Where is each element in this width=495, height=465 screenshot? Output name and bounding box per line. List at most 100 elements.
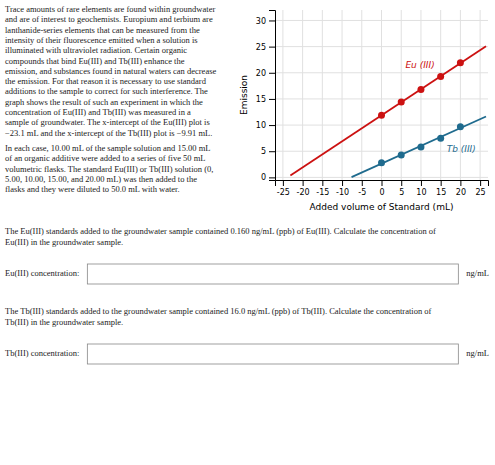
y-axis-tick-label: 30 <box>256 17 266 26</box>
grid-line-y <box>275 46 488 47</box>
paragraph-line: Trace amounts of rare elements are found… <box>5 4 215 14</box>
series-label: Tb (III) <box>447 144 476 154</box>
chart: -25 -20 -15 -10 -5 0 5 10 15 20 25 0 5 10 15 20 25 30 Adde… <box>239 10 489 212</box>
x-axis-tick: -5 <box>358 180 366 197</box>
y-axis-tick-mark <box>269 151 275 152</box>
x-axis-tick: -10 <box>336 180 349 197</box>
x-axis-tick-label: -15 <box>316 188 329 197</box>
paragraph-line: concentration of Eu(III) and Tb(III) was… <box>5 107 191 117</box>
answer-label: Tb(III) concentration: <box>5 348 79 358</box>
x-axis-tick-label: -20 <box>297 188 310 197</box>
x-axis-line <box>276 181 489 187</box>
y-axis-tick: 0 <box>261 173 275 182</box>
answer-box <box>87 344 458 364</box>
y-axis-tick-label: 0 <box>261 173 266 182</box>
grid-line-y <box>275 125 488 126</box>
y-axis-tick: 10 <box>256 121 275 130</box>
answer-box <box>87 264 458 284</box>
x-axis-tick-label: 15 <box>436 188 446 197</box>
grid-line-x <box>282 10 283 180</box>
x-axis-tick-mark <box>362 180 363 186</box>
page: Trace amounts of rare elements are found… <box>0 0 495 465</box>
y-axis-tick: 25 <box>256 43 275 52</box>
x-axis-tick-label: 20 <box>456 188 466 197</box>
data-point <box>437 135 444 142</box>
y-axis-line <box>269 11 276 181</box>
x-axis-tick-mark <box>480 180 481 186</box>
x-axis-tick: 20 <box>456 180 466 197</box>
data-point <box>378 159 385 166</box>
y-axis-tick-mark <box>269 125 275 126</box>
data-point <box>378 112 385 119</box>
x-axis-tick-label: 25 <box>476 188 486 197</box>
y-axis-tick-label: 15 <box>256 95 266 104</box>
data-point <box>417 144 424 151</box>
paragraph-line: compounds that bind Eu(III) and Tb(III) … <box>5 56 185 66</box>
data-point <box>437 73 444 80</box>
paragraph-line: −23.1 mL and the x-intercept of the Tb(I… <box>5 128 212 138</box>
y-axis-tick-label: 25 <box>256 43 266 52</box>
y-axis-tick-mark <box>269 20 275 21</box>
x-axis-tick: 10 <box>416 180 426 197</box>
x-axis-tick-label: 5 <box>399 188 404 197</box>
y-axis-tick-mark <box>269 99 275 100</box>
question-line: The Eu(III) standards added to the groun… <box>5 226 436 236</box>
question-line: Tb(III) in the groundwater sample. <box>5 317 123 327</box>
paragraph-line: flasks and they were diluted to 50.0 mL … <box>5 184 180 194</box>
grid-line-y <box>275 20 488 21</box>
y-axis-tick-mark <box>269 47 275 48</box>
y-axis: 0 5 10 15 20 25 30 <box>256 11 276 183</box>
x-axis-tick-mark <box>382 180 383 186</box>
x-axis-tick: -20 <box>297 180 310 197</box>
y-axis-tick-mark <box>269 73 275 74</box>
y-axis-tick: 15 <box>256 95 275 104</box>
x-axis-tick-mark <box>303 180 304 186</box>
question-line: The Tb(III) standards added to the groun… <box>5 306 432 316</box>
paragraph-line: In each case, 10.00 mL of the sample sol… <box>5 143 211 153</box>
x-axis-tick: 25 <box>476 180 486 197</box>
x-axis-tick-mark <box>441 180 442 186</box>
fit-line <box>352 117 486 178</box>
grid-line-y <box>275 98 488 99</box>
answer-units: ng/mL <box>466 348 489 358</box>
paragraph-line: graph shows the result of such an experi… <box>5 97 203 107</box>
grid-line-x <box>381 10 382 180</box>
y-axis-tick: 5 <box>261 147 275 156</box>
x-axis: -25 -20 -15 -10 -5 0 5 10 15 20 25 <box>276 180 489 197</box>
answer-units: ng/mL <box>466 268 489 278</box>
x-axis-tick-mark <box>421 180 422 186</box>
grid-line-y <box>275 72 488 73</box>
paragraph-line: 5.00, 10.00, 15.00, and 20.00 mL) was th… <box>5 174 197 184</box>
paragraph-line: volumetric flasks. The standard Eu(III) … <box>5 164 213 174</box>
grid-line-y <box>275 177 488 178</box>
paragraph-line: and are of interest to geochemists. Euro… <box>5 14 213 24</box>
data-point <box>398 151 405 158</box>
x-axis-tick-label: -5 <box>358 188 366 197</box>
questions: The Eu(III) standards added to the groun… <box>5 226 489 364</box>
paragraph-line: intensity of their fluorescence emitted … <box>5 35 198 45</box>
y-axis-tick: 20 <box>256 69 275 78</box>
x-axis-tick: -15 <box>316 180 329 197</box>
data-point <box>457 123 464 130</box>
data-point <box>398 99 405 106</box>
data-point <box>457 59 464 66</box>
x-axis-tick-label: 0 <box>379 188 384 197</box>
grid-line-x <box>480 10 481 180</box>
paragraph-line: lanthanide-series elements that can be m… <box>5 25 200 35</box>
marks <box>290 46 486 177</box>
x-axis-tick: -25 <box>277 180 290 197</box>
y-axis-tick-label: 20 <box>256 69 266 78</box>
x-axis-tick-mark <box>283 180 284 186</box>
x-axis-tick-mark <box>460 180 461 186</box>
x-axis-tick-mark <box>342 180 343 186</box>
x-axis-tick: 15 <box>436 180 446 197</box>
grid-line-x <box>342 10 343 180</box>
paragraph-line: sample of groundwater. The x-intercept o… <box>5 117 210 127</box>
paragraph-line: the emission. For that reason it is nece… <box>5 76 207 86</box>
x-axis-tick-label: 10 <box>416 188 426 197</box>
x-axis-title: Added volume of Standard (mL) <box>310 202 454 212</box>
question-line: Eu(III) in the groundwater sample. <box>5 237 123 247</box>
fit-line <box>290 46 486 175</box>
y-axis-tick: 30 <box>256 17 275 26</box>
grid-line-x <box>460 10 461 180</box>
